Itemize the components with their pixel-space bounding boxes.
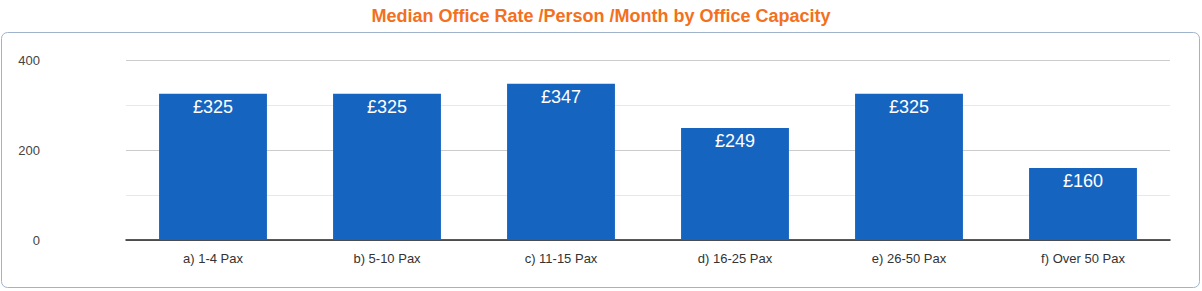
- svg-text:£347: £347: [541, 87, 581, 107]
- svg-text:£325: £325: [193, 97, 233, 117]
- svg-text:Median Office Rate /Person /Mo: Median Office Rate /Person /Month by Off…: [371, 6, 830, 26]
- svg-text:d) 16-25 Pax: d) 16-25 Pax: [698, 251, 773, 266]
- svg-text:£325: £325: [889, 97, 929, 117]
- svg-text:£160: £160: [1063, 171, 1103, 191]
- svg-text:f) Over 50 Pax: f) Over 50 Pax: [1041, 251, 1125, 266]
- svg-text:b) 5-10 Pax: b) 5-10 Pax: [353, 251, 421, 266]
- svg-text:0: 0: [33, 233, 40, 248]
- svg-text:400: 400: [18, 53, 40, 68]
- svg-text:e) 26-50 Pax: e) 26-50 Pax: [872, 251, 947, 266]
- svg-text:£249: £249: [715, 131, 755, 151]
- svg-text:a) 1-4 Pax: a) 1-4 Pax: [183, 251, 243, 266]
- svg-text:c) 11-15 Pax: c) 11-15 Pax: [525, 251, 598, 266]
- svg-text:£325: £325: [367, 97, 407, 117]
- svg-text:200: 200: [18, 143, 40, 158]
